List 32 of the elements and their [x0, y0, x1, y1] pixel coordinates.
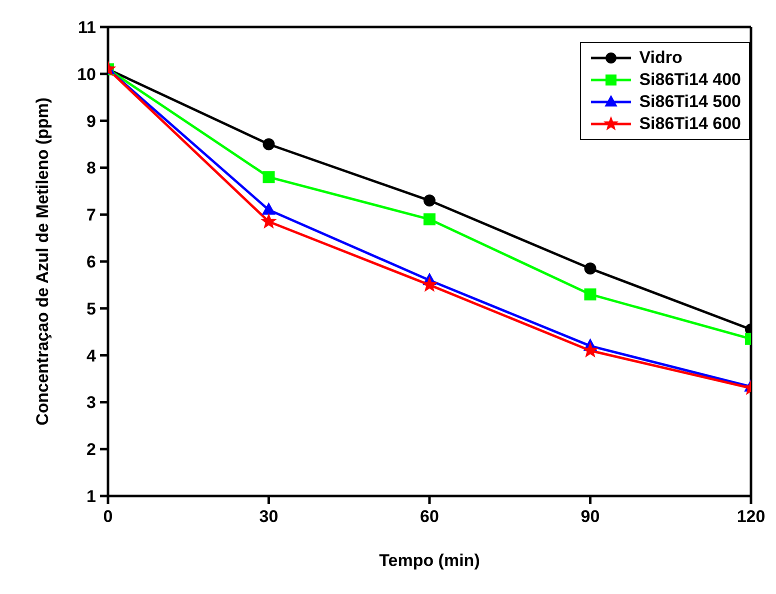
y-tick-label: 6 — [86, 252, 96, 272]
y-axis-title: Concentraçao de Azul de Metileno (ppm) — [33, 97, 52, 426]
x-tick-label: 0 — [103, 507, 113, 526]
legend-label: Si86Ti14 400 — [639, 69, 741, 91]
y-tick-label: 10 — [77, 64, 96, 84]
x-tick-label: 120 — [736, 507, 766, 526]
point — [422, 277, 437, 292]
y-tick-label: 1 — [86, 487, 96, 506]
point — [584, 288, 596, 300]
y-tick-label: 5 — [86, 299, 96, 318]
y-tick-label: 8 — [86, 158, 96, 178]
point — [262, 202, 276, 215]
y-tick-label: 9 — [86, 112, 96, 131]
point — [424, 194, 436, 207]
y-tick-label: 4 — [86, 346, 97, 366]
y-tick-label: 11 — [78, 18, 96, 38]
point — [262, 138, 275, 150]
y-tick-label: 2 — [86, 440, 96, 460]
x-tick-label: 30 — [259, 507, 278, 526]
x-axis-title: Tempo (min) — [379, 551, 480, 570]
point — [582, 342, 598, 357]
point — [584, 262, 596, 275]
point — [262, 171, 275, 184]
x-tick-label: 90 — [580, 507, 600, 526]
legend-label: Si86Ti14 600 — [639, 113, 741, 135]
y-tick-label: 3 — [86, 393, 96, 412]
point — [261, 214, 276, 228]
point — [424, 213, 436, 226]
y-tick-label: 7 — [86, 206, 96, 225]
x-tick-label: 60 — [420, 507, 439, 526]
legend-label: Vidro — [639, 47, 682, 69]
legend-label: Si86Ti14 500 — [639, 91, 741, 113]
